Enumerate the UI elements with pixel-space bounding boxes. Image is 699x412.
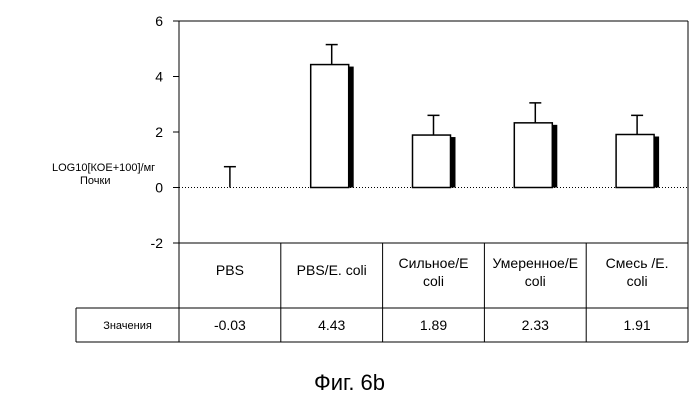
bar <box>615 133 655 189</box>
y-tick-label: 4 <box>155 69 163 85</box>
category-label: coli <box>423 273 444 289</box>
figure-caption: Фиг. 6b <box>313 370 386 395</box>
bar-shadow <box>654 136 660 188</box>
table-value: 1.89 <box>420 317 447 333</box>
table-value: -0.03 <box>214 317 246 333</box>
category-label: PBS <box>216 262 244 278</box>
bar-shadow <box>552 124 558 188</box>
bar <box>513 122 554 189</box>
bar-shadow <box>348 66 354 188</box>
bar-shadow <box>450 137 456 188</box>
category-label: Смесь /E. <box>606 255 669 271</box>
y-axis-label: LOG10[КОЕ+100]/мг Почки <box>52 162 162 188</box>
category-label: PBS/E. coli <box>297 262 367 278</box>
category-label: coli <box>627 273 648 289</box>
table-row-label: Значения <box>103 320 152 332</box>
y-tick-label: 0 <box>155 180 163 196</box>
category-label: Сильное/E <box>399 255 469 271</box>
y-tick-label: 2 <box>155 124 163 140</box>
table-value: 1.91 <box>623 317 650 333</box>
table-value: 4.43 <box>318 317 345 333</box>
y-tick-label: 6 <box>155 13 163 29</box>
y-axis-label-line1: LOG10[КОЕ+100]/мг <box>52 162 156 174</box>
bar <box>411 134 452 189</box>
category-label: Умеренное/E <box>493 255 579 271</box>
table-value: 2.33 <box>522 317 549 333</box>
y-tick-label: -2 <box>151 235 164 251</box>
bar <box>309 63 350 189</box>
y-axis-label-line2: Почки <box>80 175 111 187</box>
category-label: coli <box>525 273 546 289</box>
